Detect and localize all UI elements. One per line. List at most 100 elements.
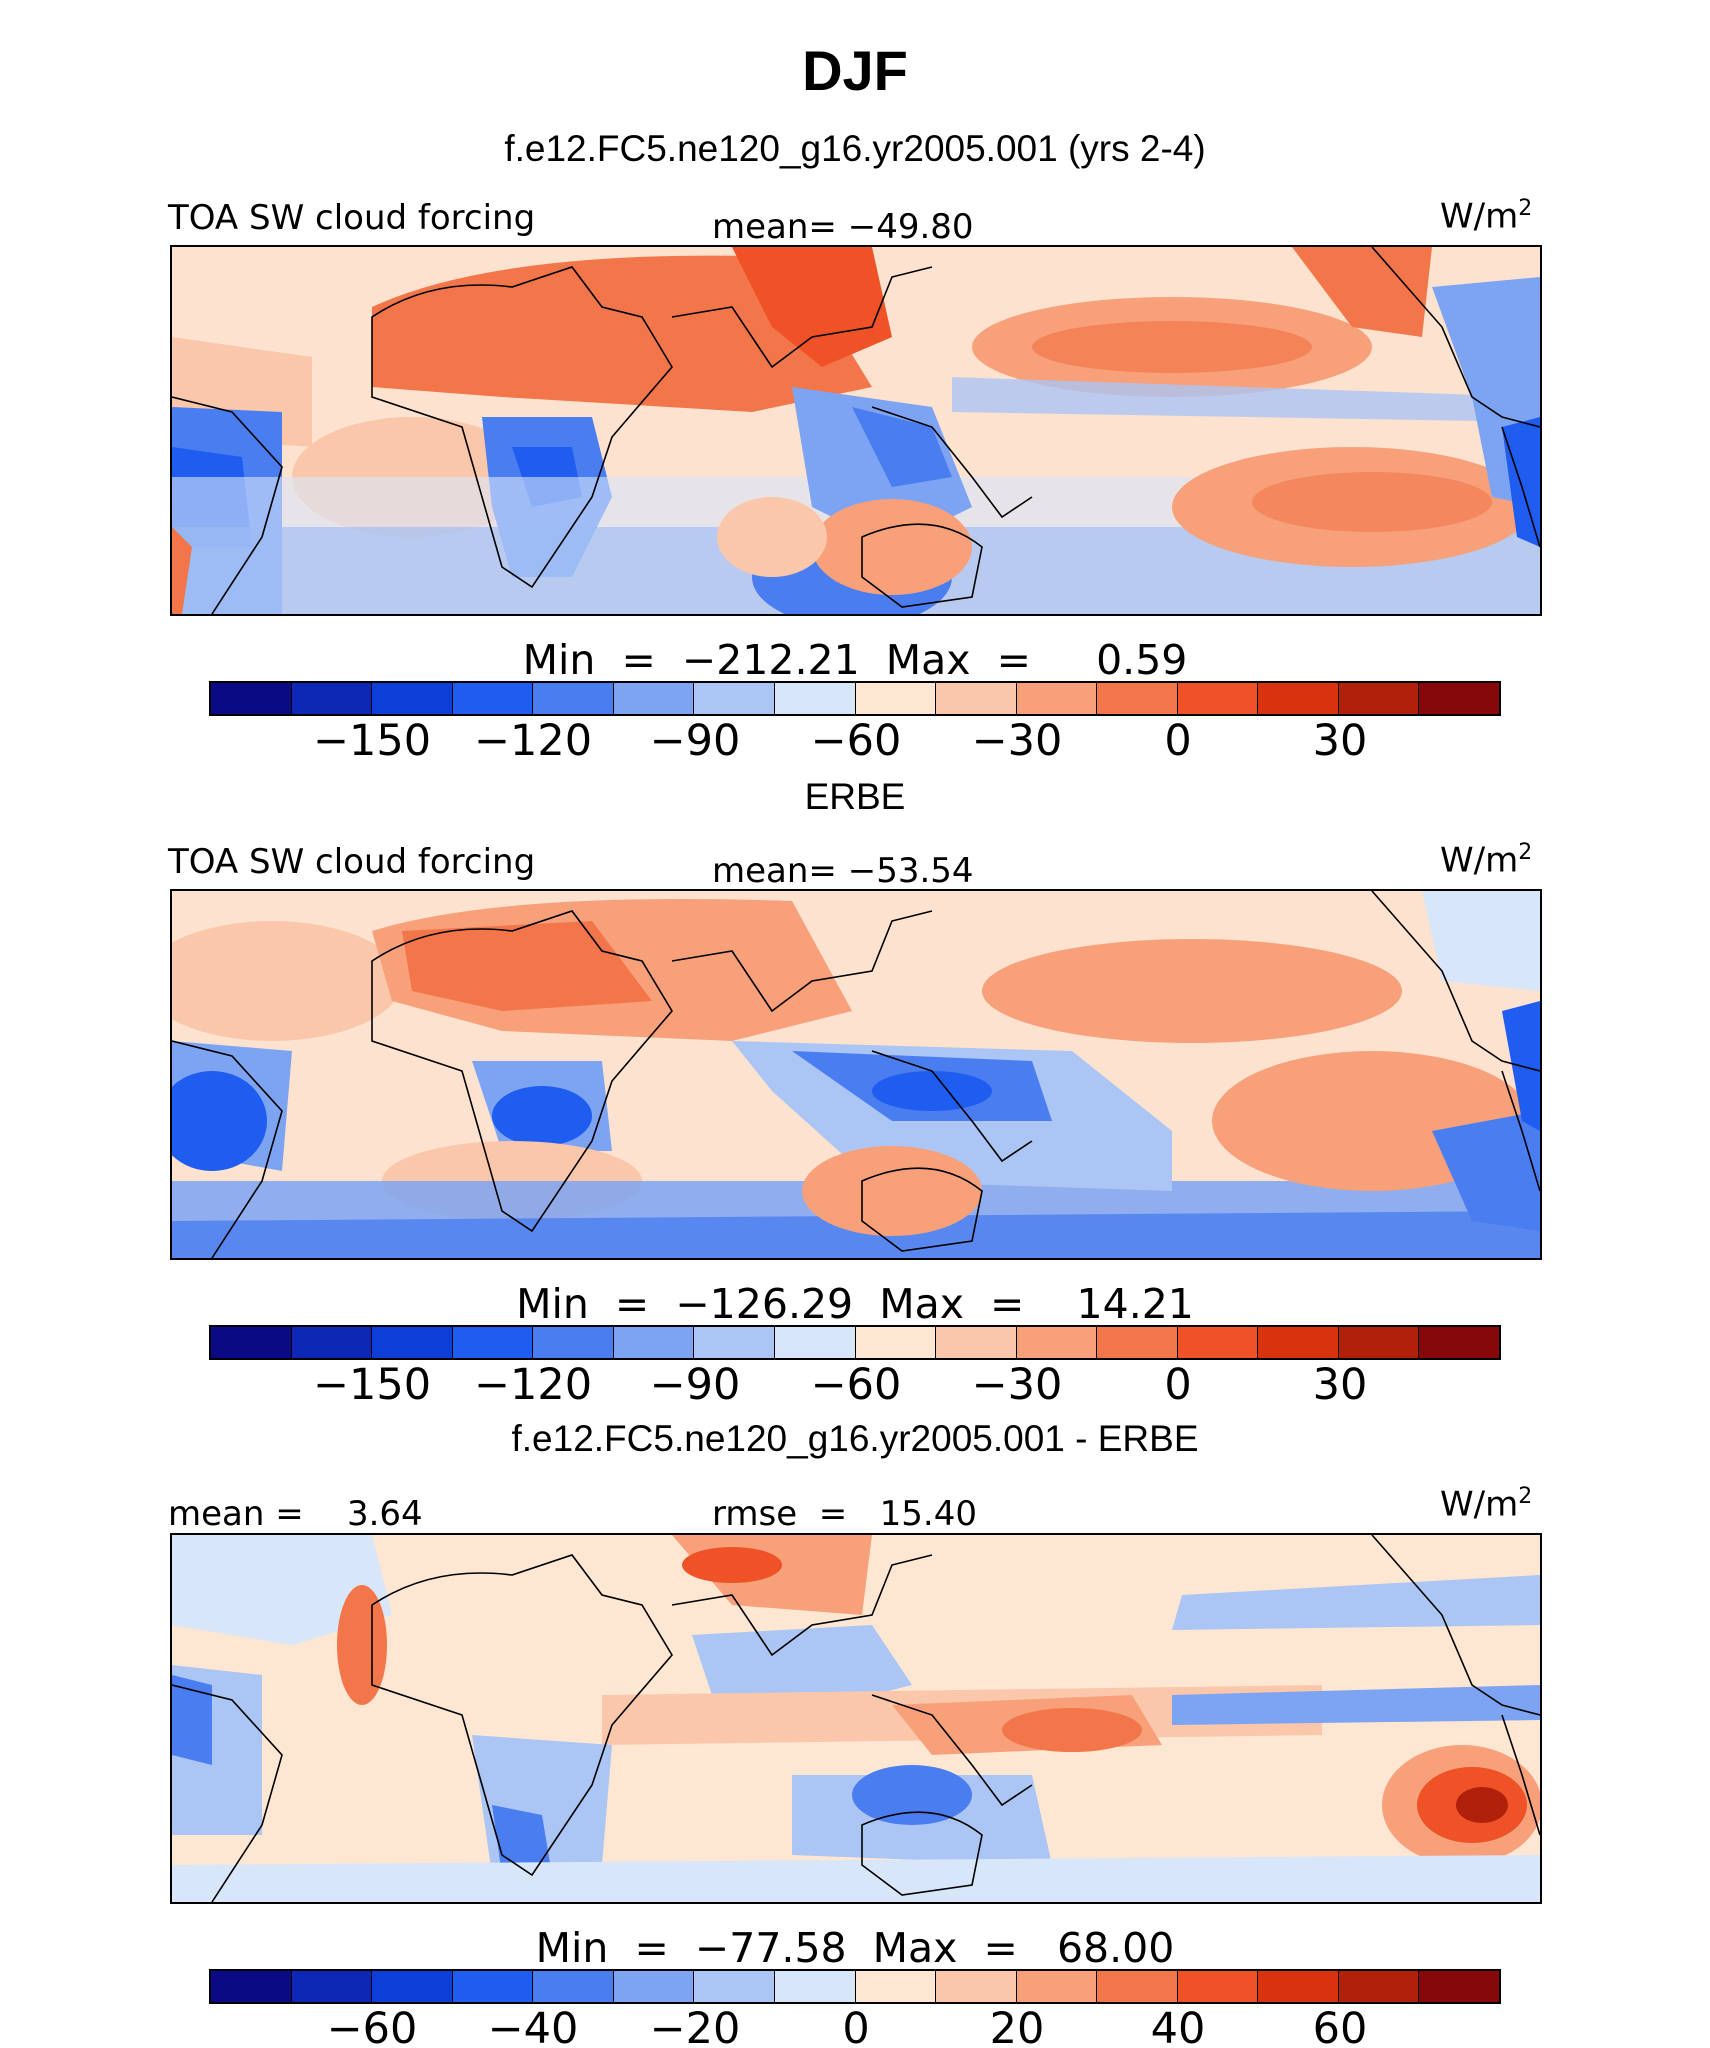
contour-region	[1432, 1111, 1540, 1231]
contour-region	[952, 377, 1540, 422]
colorbar-swatch	[613, 683, 695, 714]
contour-region	[1422, 891, 1540, 991]
panel-1-variable-label: TOA SW cloud forcing	[168, 198, 536, 238]
contour-region	[982, 939, 1402, 1043]
contour-region	[1172, 1685, 1540, 1725]
colorbar-tick: −20	[649, 2004, 741, 2048]
colorbar-tick: −60	[810, 716, 902, 766]
panel-3-colorbar	[209, 1969, 1501, 2004]
colorbar-swatch	[1419, 1971, 1499, 2002]
colorbar-swatch	[1338, 1327, 1420, 1358]
colorbar-tick: −120	[473, 1360, 593, 1410]
colorbar-tick: −90	[649, 716, 741, 766]
colorbar-tick: 0	[842, 2004, 870, 2048]
colorbar-swatch	[1258, 1327, 1339, 1358]
colorbar-tick: −30	[971, 716, 1063, 766]
colorbar-swatch	[452, 1327, 534, 1358]
panel-1-units: W/m2	[1440, 196, 1533, 237]
colorbar-swatch	[211, 1327, 292, 1358]
colorbar-swatch	[855, 683, 937, 714]
panel-2-subtitle: ERBE	[804, 776, 906, 817]
colorbar-swatch	[372, 683, 453, 714]
contour-region	[172, 1211, 1540, 1258]
colorbar-tick: 0	[1164, 1360, 1192, 1410]
colorbar-tick: 60	[1312, 2004, 1368, 2048]
contour-region	[372, 255, 872, 412]
colorbar-swatch	[1097, 683, 1178, 714]
panel-3-colorbar-ticks: −60 −40 −20 0 20 40 60	[0, 2004, 1710, 2048]
panel-1-minmax: Min = −212.21 Max = 0.59	[522, 636, 1188, 684]
colorbar-tick: 0	[1164, 716, 1192, 766]
colorbar-swatch	[855, 1327, 937, 1358]
contour-region	[802, 1146, 982, 1236]
colorbar-tick: −60	[810, 1360, 902, 1410]
panel-1-subtitle: f.e12.FC5.ne120_g16.yr2005.001 (yrs 2-4)	[504, 128, 1206, 169]
panel-3-rmse-label: rmse = 15.40	[712, 1494, 977, 1534]
colorbar-swatch	[1338, 1971, 1420, 2002]
panel-3-map-field	[172, 1535, 1540, 1902]
colorbar-swatch	[372, 1971, 453, 2002]
contour-region	[1292, 247, 1432, 337]
panel-1-colorbar	[209, 681, 1501, 716]
colorbar-swatch	[936, 683, 1017, 714]
contour-region	[172, 1675, 212, 1765]
colorbar-tick: 30	[1312, 716, 1368, 766]
colorbar-swatch	[855, 1971, 937, 2002]
colorbar-swatch	[936, 1327, 1017, 1358]
contour-region	[172, 1071, 267, 1171]
colorbar-swatch	[1419, 1327, 1499, 1358]
colorbar-tick: −90	[649, 1360, 741, 1410]
colorbar-swatch	[613, 1327, 695, 1358]
panel-1-map	[170, 245, 1542, 616]
colorbar-swatch	[291, 1327, 373, 1358]
panel-1-map-field	[172, 247, 1540, 614]
colorbar-swatch	[1338, 683, 1420, 714]
panel-2-map-field	[172, 891, 1540, 1258]
colorbar-swatch	[211, 683, 292, 714]
colorbar-swatch	[452, 1971, 534, 2002]
panel-2-minmax: Min = −126.29 Max = 14.21	[516, 1280, 1194, 1328]
colorbar-swatch	[533, 1971, 614, 2002]
contour-region	[852, 1765, 972, 1825]
colorbar-tick: −150	[312, 716, 432, 766]
colorbar-tick: 20	[989, 2004, 1045, 2048]
colorbar-swatch	[291, 683, 373, 714]
colorbar-swatch	[1258, 1971, 1339, 2002]
colorbar-swatch	[694, 683, 775, 714]
colorbar-swatch	[1177, 1971, 1259, 2002]
colorbar-swatch	[372, 1327, 453, 1358]
colorbar-swatch	[1016, 1327, 1098, 1358]
panel-2-variable-label: TOA SW cloud forcing	[168, 842, 536, 882]
contour-region	[872, 1071, 992, 1111]
panel-3-units: W/m2	[1440, 1484, 1533, 1525]
colorbar-swatch	[1419, 683, 1499, 714]
contour-region	[852, 407, 952, 487]
panel-2-map	[170, 889, 1542, 1260]
colorbar-tick: −40	[487, 2004, 579, 2048]
colorbar-swatch	[774, 683, 856, 714]
panel-3-map	[170, 1533, 1542, 1904]
contour-region	[172, 1855, 1540, 1902]
colorbar-tick: −60	[326, 2004, 418, 2048]
contour-region	[337, 1585, 387, 1705]
colorbar-swatch	[1177, 1327, 1259, 1358]
colorbar-tick: −120	[473, 716, 593, 766]
contour-region	[492, 1086, 592, 1146]
contour-region	[1172, 1575, 1540, 1630]
colorbar-swatch	[1258, 683, 1339, 714]
contour-region	[732, 247, 892, 367]
colorbar-swatch	[694, 1971, 775, 2002]
colorbar-swatch	[533, 683, 614, 714]
panel-2-mean-label: mean= −53.54	[712, 851, 974, 891]
figure-title: DJF	[802, 39, 908, 102]
colorbar-swatch	[533, 1327, 614, 1358]
contour-region	[402, 921, 652, 1011]
contour-region	[682, 1547, 782, 1583]
contour-region	[1456, 1787, 1508, 1823]
contour-region	[1002, 1708, 1142, 1752]
panel-2-colorbar	[209, 1325, 1501, 1360]
colorbar-tick: 40	[1150, 2004, 1206, 2048]
contour-region	[717, 497, 827, 577]
colorbar-swatch	[936, 1971, 1017, 2002]
panel-2-colorbar-ticks: −150 −120 −90 −60 −30 0 30	[0, 1360, 1710, 1420]
